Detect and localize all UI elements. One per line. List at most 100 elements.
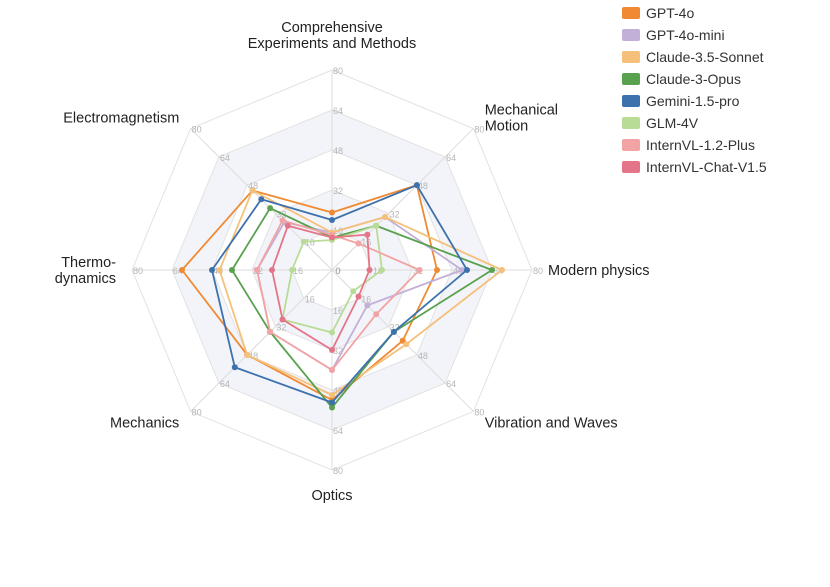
tick-label: 0 <box>335 266 340 276</box>
legend-item: GLM-4V <box>622 112 767 134</box>
radar-series <box>179 182 505 411</box>
data-point <box>355 240 362 247</box>
tick-label: 64 <box>173 266 183 276</box>
axis-label: Modern physics <box>548 263 650 279</box>
tick-label: 48 <box>248 351 258 361</box>
tick-label: 48 <box>248 181 258 191</box>
tick-label: 16 <box>305 294 315 304</box>
axis-label: Mechanics <box>110 416 179 432</box>
legend-item: InternVL-1.2-Plus <box>622 134 767 156</box>
data-point <box>373 222 380 229</box>
data-point <box>464 267 470 273</box>
data-point <box>216 267 223 273</box>
data-point <box>489 267 495 273</box>
tick-label: 16 <box>373 266 383 276</box>
data-point <box>289 267 295 273</box>
tick-label: 80 <box>133 266 143 276</box>
data-point <box>329 347 335 353</box>
axis-label: Comprehensive Experiments and Methods <box>248 20 416 52</box>
tick-label: 64 <box>333 106 343 116</box>
tick-label: 64 <box>333 426 343 436</box>
legend-swatch <box>622 51 640 63</box>
tick-label: 64 <box>220 153 230 163</box>
series-gemini-1-5-pro <box>209 182 470 406</box>
tick-label: 0 <box>335 266 340 276</box>
series-internvl-1-2-plus <box>254 217 423 373</box>
tick-label: 32 <box>276 323 286 333</box>
legend-swatch <box>622 95 640 107</box>
axis-label: Thermo-dynamics <box>55 255 116 287</box>
data-point <box>244 351 251 358</box>
data-point <box>403 341 410 348</box>
chart-legend: GPT-4o GPT-4o-mini Claude-3.5-Sonnet Claude… <box>622 2 767 178</box>
tick-label: 0 <box>335 266 340 276</box>
data-point <box>350 288 357 295</box>
data-point <box>267 328 274 335</box>
legend-item: GPT-4o-mini <box>622 24 767 46</box>
data-point <box>373 311 380 318</box>
legend-label: GLM-4V <box>646 115 699 131</box>
data-point <box>209 267 215 273</box>
legend-label: GPT-4o <box>646 5 695 21</box>
data-point <box>329 392 335 398</box>
legend-item: Gemini-1.5-pro <box>622 90 767 112</box>
tick-label: 64 <box>493 266 503 276</box>
series-internvl-chat-v1-5 <box>269 222 373 353</box>
tick-label: 64 <box>220 379 230 389</box>
data-point <box>413 182 420 189</box>
data-point <box>459 267 465 273</box>
legend-label: GPT-4o-mini <box>646 27 725 43</box>
data-point <box>329 329 335 336</box>
tick-label: 32 <box>333 346 343 356</box>
data-point <box>355 293 362 300</box>
tick-label: 0 <box>335 266 340 276</box>
data-point <box>329 404 335 411</box>
tick-label: 48 <box>333 146 343 156</box>
tick-label: 16 <box>361 238 371 248</box>
tick-label: 0 <box>335 266 340 276</box>
tick-label: 0 <box>335 266 340 276</box>
tick-label: 80 <box>333 66 343 76</box>
data-point <box>229 267 235 273</box>
axis-label: Vibration and Waves <box>485 416 618 432</box>
tick-label: 16 <box>293 266 303 276</box>
axis-spoke <box>190 269 333 412</box>
tick-label: 32 <box>390 323 400 333</box>
tick-label: 80 <box>474 125 484 135</box>
data-point <box>329 399 335 406</box>
data-point <box>329 209 335 216</box>
axis-label: Mechanical Motion <box>485 102 558 134</box>
data-point <box>279 217 286 224</box>
axis-label: Electromagnetism <box>63 110 179 126</box>
legend-swatch <box>622 7 640 19</box>
axis-label: Optics <box>311 488 352 504</box>
tick-label: 80 <box>333 466 343 476</box>
tick-label: 16 <box>361 294 371 304</box>
legend-label: Claude-3.5-Sonnet <box>646 49 764 65</box>
tick-label: 0 <box>335 266 340 276</box>
data-point <box>267 205 274 212</box>
data-point <box>279 316 286 323</box>
data-point <box>258 196 265 203</box>
legend-label: InternVL-Chat-V1.5 <box>646 159 767 175</box>
data-point <box>329 234 335 241</box>
legend-swatch <box>622 139 640 151</box>
data-point <box>249 187 256 194</box>
legend-label: Claude-3-Opus <box>646 71 741 87</box>
data-point <box>499 267 505 273</box>
data-point <box>416 267 423 273</box>
legend-swatch <box>622 117 640 129</box>
tick-label: 64 <box>446 379 456 389</box>
data-point <box>382 214 388 220</box>
tick-label: 64 <box>446 153 456 163</box>
axis-spoke <box>331 128 474 271</box>
data-point <box>254 267 260 273</box>
legend-item: InternVL-Chat-V1.5 <box>622 156 767 178</box>
series-claude-3-5-sonnet <box>216 187 505 398</box>
legend-item: Claude-3.5-Sonnet <box>622 46 767 68</box>
tick-label: 32 <box>390 209 400 219</box>
tick-label: 48 <box>418 181 428 191</box>
tick-label: 80 <box>192 407 202 417</box>
tick-label: 32 <box>333 186 343 196</box>
